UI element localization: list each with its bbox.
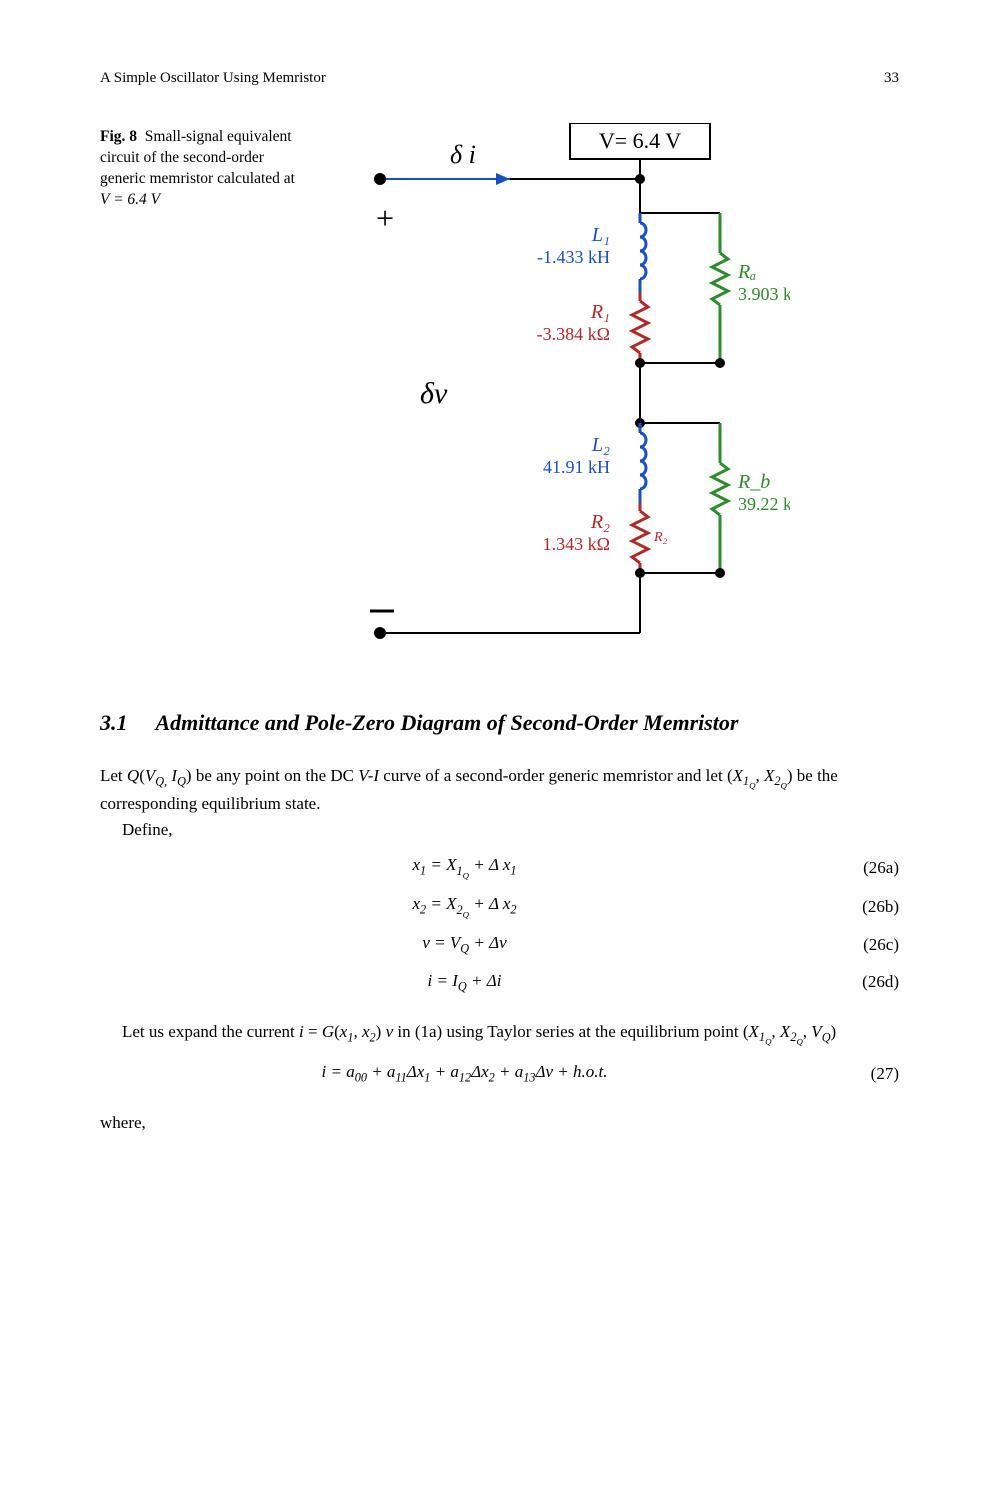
ra-name: Rₐ [737, 261, 756, 283]
section-number: 3.1 [100, 709, 128, 738]
r2-small: R₂ [653, 530, 668, 545]
l1-name: L₁ [591, 224, 610, 246]
where-line: where, [100, 1111, 899, 1134]
paragraph-2: Let us expand the current i = G(x1, x2) … [100, 1020, 899, 1048]
r2-value: 1.343 kΩ [543, 534, 610, 554]
delta-i-label: δ i [450, 140, 476, 169]
paragraph-1: Let Q(VQ, IQ) be any point on the DC V-I… [100, 764, 899, 815]
equation-26d: i = IQ + Δi (26d) [100, 971, 899, 994]
r1-name: R₁ [590, 301, 610, 323]
section-heading: 3.1 Admittance and Pole-Zero Diagram of … [100, 709, 899, 738]
v-box-label: V= 6.4 V [599, 128, 681, 153]
plus-terminal: + [376, 200, 394, 236]
ra-value: 3.903 kΩ [738, 284, 790, 304]
r2-name: R₂ [590, 511, 610, 533]
equation-26a: x1 = X1Q + Δ x1 (26a) [100, 855, 899, 880]
figure-label: Fig. 8 [100, 128, 137, 145]
figure-caption-value: V = 6.4 V [100, 191, 160, 208]
equation-27: i = a00 + a11Δx1 + a12Δx2 + a13Δv + h.o.… [100, 1062, 899, 1085]
circuit-diagram: V= 6.4 V δ i + L₁ -1.433 kH [310, 123, 790, 663]
page-number: 33 [884, 70, 899, 87]
body-text: Let Q(VQ, IQ) be any point on the DC V-I… [100, 764, 899, 842]
equation-26b: x2 = X2Q + Δ x2 (26b) [100, 894, 899, 919]
r1-value: -3.384 kΩ [537, 324, 610, 344]
l1-value: -1.433 kH [537, 247, 610, 267]
rb-name: R_b [737, 471, 770, 493]
page-header: A Simple Oscillator Using Memristor 33 [100, 70, 899, 87]
figure-block: Fig. 8 Small-signal equivalent circuit o… [100, 123, 899, 663]
l2-name: L₂ [591, 434, 610, 456]
delta-v-label: δv [420, 377, 448, 410]
rb-value: 39.22 kΩ [738, 494, 790, 514]
figure-caption: Fig. 8 Small-signal equivalent circuit o… [100, 123, 300, 211]
l2-value: 41.91 kH [543, 457, 610, 477]
equation-26c: v = VQ + Δv (26c) [100, 933, 899, 956]
define-line: Define, [100, 818, 899, 841]
running-head: A Simple Oscillator Using Memristor [100, 70, 326, 87]
section-title: Admittance and Pole-Zero Diagram of Seco… [156, 709, 739, 738]
